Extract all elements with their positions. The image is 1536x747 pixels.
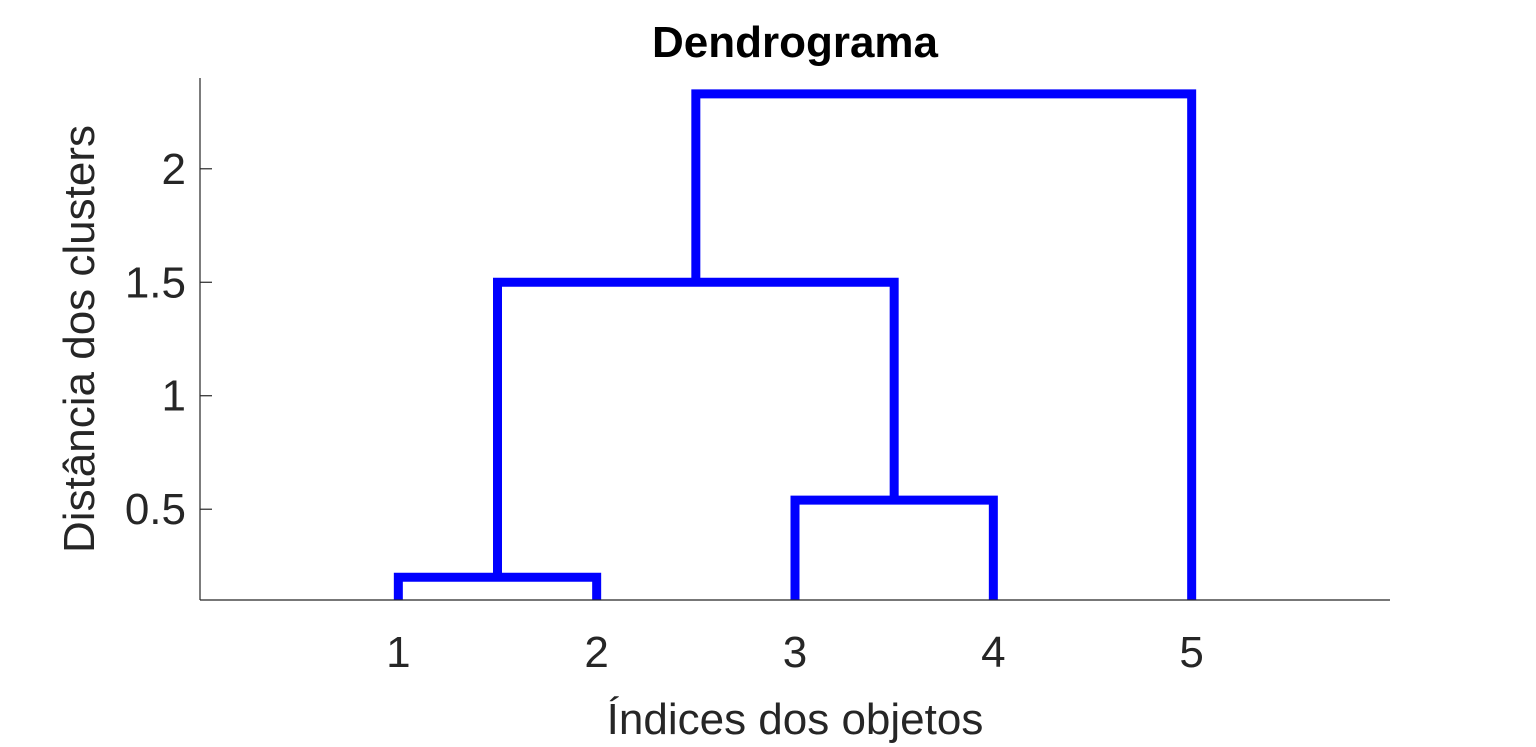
y-tick-label: 0.5: [125, 485, 186, 534]
axes: [199, 78, 1390, 601]
x-tick-labels: 1 2 3 4 5: [386, 628, 1204, 677]
x-tick-label: 5: [1179, 628, 1203, 677]
chart-title: Dendrograma: [652, 18, 939, 67]
dendrogram-link-4: [691, 89, 1197, 600]
y-tick-labels: 0.5 1 1.5 2: [125, 145, 212, 534]
y-axis-label: Distância dos clusters: [55, 125, 104, 553]
dendrogram-link-1: [393, 572, 602, 600]
x-tick-label: 1: [386, 628, 410, 677]
dendrogram-link-3: [493, 277, 899, 578]
dendrogram-link-2: [790, 495, 998, 600]
dendrogram-links: [393, 89, 1197, 600]
y-tick-label: 2: [162, 145, 186, 194]
y-tick-label: 1.5: [125, 258, 186, 307]
x-axis-label: Índices dos objetos: [607, 695, 984, 744]
x-tick-label: 4: [981, 628, 1005, 677]
x-tick-label: 3: [783, 628, 807, 677]
x-tick-label: 2: [584, 628, 608, 677]
y-tick-label: 1: [162, 372, 186, 421]
